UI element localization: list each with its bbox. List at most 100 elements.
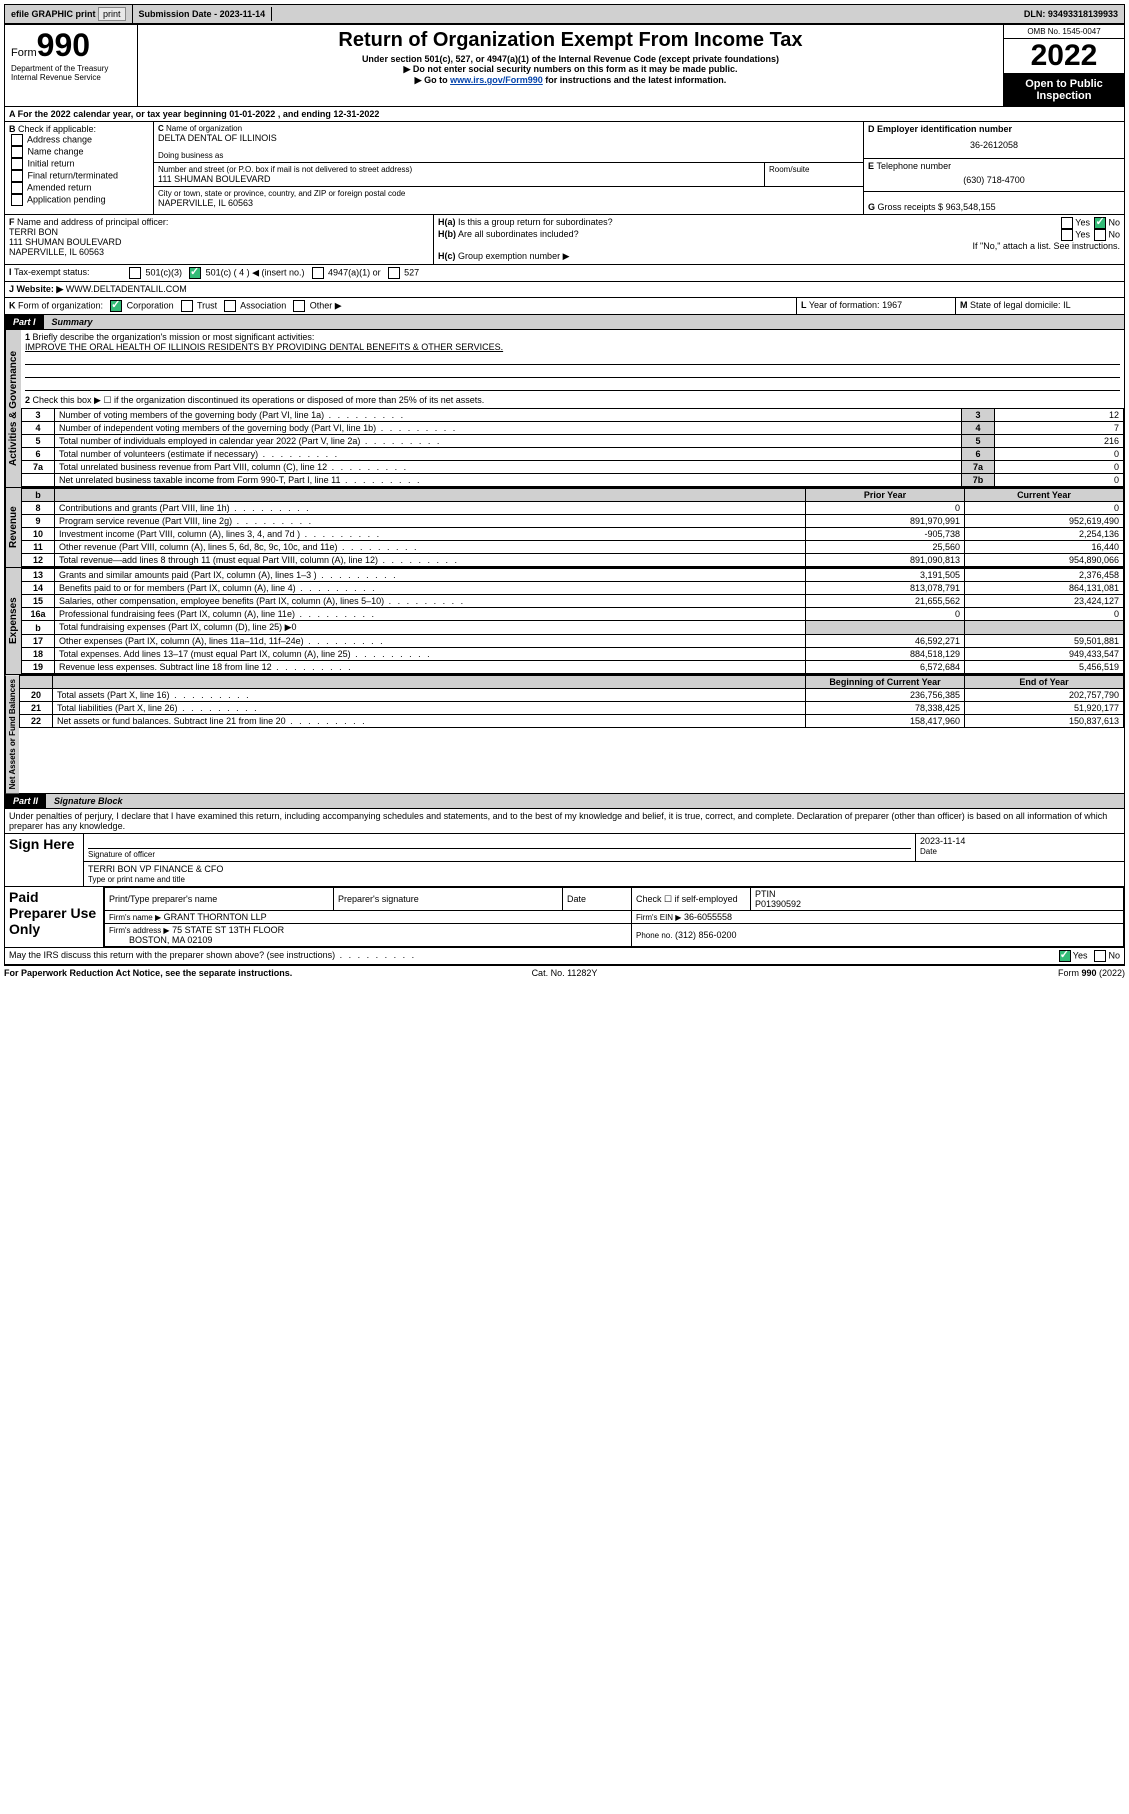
table-row: 9Program service revenue (Part VIII, lin… — [22, 515, 1124, 528]
firm-addr2: BOSTON, MA 02109 — [129, 935, 212, 945]
form-of-org: K Form of organization: Corporation Trus… — [5, 297, 1124, 314]
instructions-link-row: ▶ Go to www.irs.gov/Form990 for instruct… — [144, 75, 997, 86]
line2-text: Check this box ▶ ☐ if the organization d… — [33, 395, 485, 405]
k-corporation[interactable] — [110, 300, 122, 312]
table-row: 14Benefits paid to or for members (Part … — [22, 582, 1124, 595]
table-row: bTotal fundraising expenses (Part IX, co… — [22, 621, 1124, 635]
netassets-label: Net Assets or Fund Balances — [5, 675, 19, 793]
room-label: Room/suite — [769, 165, 859, 174]
table-row: 3Number of voting members of the governi… — [22, 409, 1124, 422]
ha-no[interactable] — [1094, 217, 1106, 229]
ha-label: Is this a group return for subordinates? — [458, 217, 613, 227]
k-trust[interactable] — [181, 300, 193, 312]
instructions-link[interactable]: www.irs.gov/Form990 — [450, 75, 543, 85]
org-street: 111 SHUMAN BOULEVARD — [158, 174, 760, 184]
table-row: 6Total number of volunteers (estimate if… — [22, 448, 1124, 461]
table-row: 4Number of independent voting members of… — [22, 422, 1124, 435]
form-header: Form990 Department of the Treasury Inter… — [5, 25, 1124, 106]
expenses-table: 13Grants and similar amounts paid (Part … — [21, 568, 1124, 674]
submission-date: Submission Date - 2023-11-14 — [133, 7, 273, 21]
officer-group-block: F Name and address of principal officer:… — [5, 214, 1124, 264]
org-city: NAPERVILLE, IL 60563 — [158, 198, 859, 208]
b-label: Check if applicable: — [18, 124, 96, 134]
checkbox-name-change[interactable] — [11, 146, 23, 158]
hb-yes[interactable] — [1061, 229, 1073, 241]
top-bar: efile GRAPHIC print print Submission Dat… — [4, 4, 1125, 24]
irs-label: Internal Revenue Service — [11, 73, 131, 82]
page-footer: For Paperwork Reduction Act Notice, see … — [4, 965, 1125, 978]
table-row: 16aProfessional fundraising fees (Part I… — [22, 608, 1124, 621]
hb-note: If "No," attach a list. See instructions… — [438, 241, 1120, 251]
table-row: 20Total assets (Part X, line 16)236,756,… — [20, 689, 1124, 702]
legal-domicile: IL — [1063, 300, 1071, 310]
gross-label: Gross receipts $ — [878, 202, 944, 212]
mission-answer: IMPROVE THE ORAL HEALTH OF ILLINOIS RESI… — [25, 342, 1120, 352]
org-name: DELTA DENTAL OF ILLINOIS — [158, 133, 859, 143]
officer-name: TERRI BON — [9, 227, 429, 237]
officer-city: NAPERVILLE, IL 60563 — [9, 247, 429, 257]
checkbox-address-change[interactable] — [11, 134, 23, 146]
table-row: 19Revenue less expenses. Subtract line 1… — [22, 661, 1124, 674]
sign-here-label: Sign Here — [5, 834, 83, 886]
tax-year: 2022 — [1004, 39, 1124, 74]
discuss-yes[interactable] — [1059, 950, 1071, 962]
revenue-label: Revenue — [5, 488, 21, 567]
print-button[interactable]: print — [98, 7, 126, 21]
website-value: WWW.DELTADENTALIL.COM — [66, 284, 187, 294]
k-association[interactable] — [224, 300, 236, 312]
i-501c[interactable] — [189, 267, 201, 279]
checkbox-initial-return[interactable] — [11, 158, 23, 170]
k-other[interactable] — [293, 300, 305, 312]
part2-header: Part II Signature Block — [5, 793, 1124, 808]
efile-label: efile GRAPHIC print print — [5, 5, 133, 23]
governance-table: 3Number of voting members of the governi… — [21, 408, 1124, 487]
i-527[interactable] — [388, 267, 400, 279]
dln: DLN: 93493318139933 — [1018, 7, 1124, 21]
tax-exempt-status: I Tax-exempt status: 501(c)(3) 501(c) ( … — [5, 264, 1124, 281]
firm-phone: (312) 856-0200 — [675, 930, 737, 940]
table-row: 22Net assets or fund balances. Subtract … — [20, 715, 1124, 728]
dba-label: Doing business as — [158, 151, 859, 160]
officer-signature-line[interactable] — [88, 836, 911, 849]
table-row: 21Total liabilities (Part X, line 26)78,… — [20, 702, 1124, 715]
ha-yes[interactable] — [1061, 217, 1073, 229]
discuss-row: May the IRS discuss this return with the… — [5, 947, 1124, 964]
form-subtitle: Under section 501(c), 527, or 4947(a)(1)… — [144, 54, 997, 64]
checkbox-application-pending[interactable] — [11, 194, 23, 206]
governance-label: Activities & Governance — [5, 330, 21, 487]
hb-no[interactable] — [1094, 229, 1106, 241]
warning-ssn: ▶ Do not enter social security numbers o… — [144, 64, 997, 75]
discuss-no[interactable] — [1094, 950, 1106, 962]
ein-value: 36-2612058 — [868, 134, 1120, 156]
officer-label: Name and address of principal officer: — [17, 217, 168, 227]
gross-value: 963,548,155 — [946, 202, 996, 212]
table-row: 11Other revenue (Part VIII, column (A), … — [22, 541, 1124, 554]
i-501c3[interactable] — [129, 267, 141, 279]
officer-name-title: TERRI BON VP FINANCE & CFO — [88, 864, 1120, 874]
table-row: 8Contributions and grants (Part VIII, li… — [22, 502, 1124, 515]
table-row: 17Other expenses (Part IX, column (A), l… — [22, 635, 1124, 648]
part1-header: Part I Summary — [5, 314, 1124, 329]
c-name-label: Name of organization — [166, 124, 242, 133]
omb-number: OMB No. 1545-0047 — [1004, 25, 1124, 39]
form-title: Return of Organization Exempt From Incom… — [144, 29, 997, 52]
year-formation: 1967 — [882, 300, 902, 310]
table-row: 7aTotal unrelated business revenue from … — [22, 461, 1124, 474]
firm-addr1: 75 STATE ST 13TH FLOOR — [172, 925, 284, 935]
i-4947[interactable] — [312, 267, 324, 279]
officer-street: 111 SHUMAN BOULEVARD — [9, 237, 429, 247]
street-label: Number and street (or P.O. box if mail i… — [158, 165, 760, 174]
firm-ein: 36-6055558 — [684, 912, 732, 922]
phone-label: Telephone number — [877, 161, 952, 171]
dept-treasury: Department of the Treasury — [11, 64, 131, 73]
form-number: Form990 — [11, 27, 131, 64]
expenses-label: Expenses — [5, 568, 21, 674]
firm-name: GRANT THORNTON LLP — [164, 912, 267, 922]
hc-label: Group exemption number ▶ — [458, 251, 569, 261]
checkbox-final-return[interactable] — [11, 170, 23, 182]
checkbox-amended[interactable] — [11, 182, 23, 194]
website-row: J Website: ▶ WWW.DELTADENTALIL.COM — [5, 281, 1124, 297]
ein-label: Employer identification number — [877, 124, 1012, 134]
hb-label: Are all subordinates included? — [458, 229, 579, 239]
table-row: 13Grants and similar amounts paid (Part … — [22, 569, 1124, 582]
